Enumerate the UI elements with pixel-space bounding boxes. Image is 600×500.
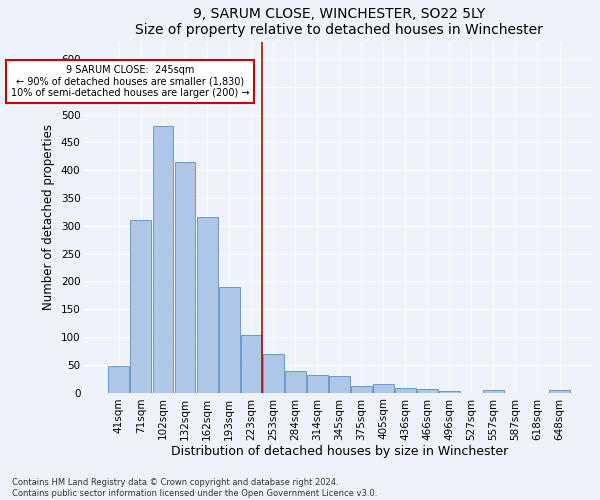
Bar xyxy=(109,366,130,392)
Title: 9, SARUM CLOSE, WINCHESTER, SO22 5LY
Size of property relative to detached house: 9, SARUM CLOSE, WINCHESTER, SO22 5LY Siz… xyxy=(135,7,543,37)
Bar xyxy=(329,376,350,392)
Y-axis label: Number of detached properties: Number of detached properties xyxy=(42,124,55,310)
Bar xyxy=(218,287,239,393)
Bar xyxy=(263,354,284,393)
Bar xyxy=(197,218,218,392)
Bar xyxy=(284,372,305,392)
Bar xyxy=(307,374,328,392)
Bar xyxy=(483,390,504,392)
X-axis label: Distribution of detached houses by size in Winchester: Distribution of detached houses by size … xyxy=(170,445,508,458)
Text: 9 SARUM CLOSE:  245sqm
← 90% of detached houses are smaller (1,830)
10% of semi-: 9 SARUM CLOSE: 245sqm ← 90% of detached … xyxy=(11,64,249,98)
Bar xyxy=(395,388,416,392)
Bar xyxy=(152,126,173,392)
Bar xyxy=(241,336,262,392)
Text: Contains HM Land Registry data © Crown copyright and database right 2024.
Contai: Contains HM Land Registry data © Crown c… xyxy=(12,478,377,498)
Bar xyxy=(373,384,394,392)
Bar xyxy=(549,390,570,392)
Bar xyxy=(439,391,460,392)
Bar xyxy=(130,220,151,392)
Bar xyxy=(175,162,196,392)
Bar xyxy=(417,389,438,392)
Bar xyxy=(351,386,372,392)
